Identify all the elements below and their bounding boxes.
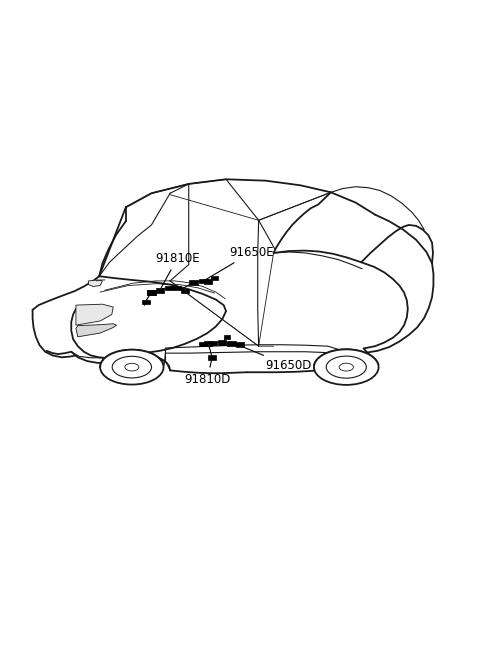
FancyBboxPatch shape	[224, 335, 230, 339]
Text: 91810E: 91810E	[155, 252, 200, 288]
FancyBboxPatch shape	[204, 341, 213, 346]
Polygon shape	[76, 324, 117, 337]
FancyBboxPatch shape	[236, 342, 244, 346]
FancyBboxPatch shape	[204, 279, 213, 284]
FancyBboxPatch shape	[165, 286, 173, 290]
FancyBboxPatch shape	[209, 341, 217, 345]
FancyBboxPatch shape	[200, 278, 208, 283]
Ellipse shape	[326, 356, 366, 378]
Ellipse shape	[339, 364, 353, 371]
Polygon shape	[76, 304, 113, 325]
FancyBboxPatch shape	[147, 290, 156, 295]
FancyBboxPatch shape	[142, 300, 150, 304]
Polygon shape	[88, 280, 103, 286]
Ellipse shape	[112, 356, 152, 378]
Text: 91810D: 91810D	[184, 360, 230, 386]
Text: 91650E: 91650E	[206, 246, 275, 280]
FancyBboxPatch shape	[147, 290, 156, 295]
FancyBboxPatch shape	[199, 341, 207, 346]
FancyBboxPatch shape	[156, 288, 164, 293]
Ellipse shape	[125, 364, 139, 371]
FancyBboxPatch shape	[181, 289, 189, 293]
FancyBboxPatch shape	[228, 341, 236, 346]
Ellipse shape	[100, 350, 164, 384]
FancyBboxPatch shape	[218, 340, 227, 345]
FancyBboxPatch shape	[189, 280, 198, 285]
Ellipse shape	[314, 349, 379, 385]
FancyBboxPatch shape	[208, 356, 216, 360]
FancyBboxPatch shape	[211, 276, 217, 280]
FancyBboxPatch shape	[173, 286, 181, 290]
Text: 91650D: 91650D	[238, 345, 312, 372]
